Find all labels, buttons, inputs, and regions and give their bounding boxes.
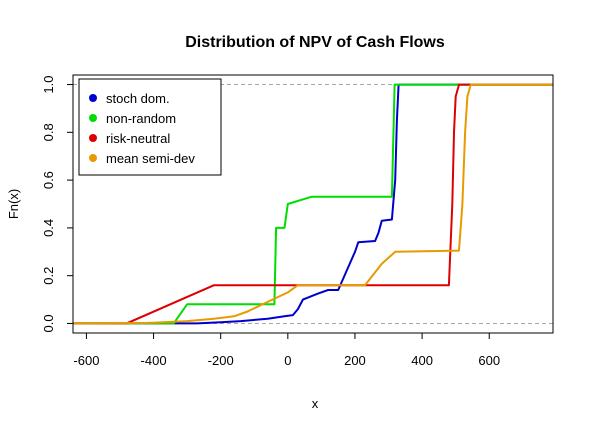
series-line-0 — [73, 83, 553, 325]
x-tick-label: 0 — [284, 353, 291, 368]
series-line-1 — [73, 83, 553, 325]
legend-marker-2 — [89, 134, 97, 142]
y-tick-label: 0.8 — [41, 123, 56, 141]
legend-label-1: non-random — [106, 111, 176, 126]
x-tick-label: 400 — [411, 353, 433, 368]
legend: stoch dom. non-random risk-neutral mean sem… — [78, 78, 222, 176]
series-line-3 — [72, 83, 553, 325]
legend-marker-3 — [89, 154, 97, 162]
chart-title: Distribution of NPV of Cash Flows — [185, 34, 445, 51]
series-line-2 — [73, 83, 553, 325]
legend-box — [78, 78, 222, 176]
legend-label-0: stoch dom. — [106, 91, 170, 106]
y-tick-label: 0.6 — [41, 171, 56, 189]
x-tick-label: -200 — [208, 353, 234, 368]
x-tick-label: 200 — [344, 353, 366, 368]
y-axis-label: Fn(x) — [6, 189, 21, 219]
y-tick-label: 1.0 — [41, 76, 56, 94]
y-tick-label: 0.2 — [41, 267, 56, 285]
plot-frame — [72, 74, 554, 334]
x-axis-label: x — [312, 396, 319, 411]
legend-label-3: mean semi-dev — [106, 151, 195, 166]
legend-marker-0 — [89, 94, 97, 102]
y-tick-label: 0.0 — [41, 314, 56, 332]
y-tick-label: 0.4 — [41, 219, 56, 237]
x-tick-label: -600 — [73, 353, 99, 368]
x-tick-label: -400 — [141, 353, 167, 368]
legend-marker-1 — [89, 114, 97, 122]
legend-label-2: risk-neutral — [106, 131, 170, 146]
x-tick-label: 600 — [478, 353, 500, 368]
